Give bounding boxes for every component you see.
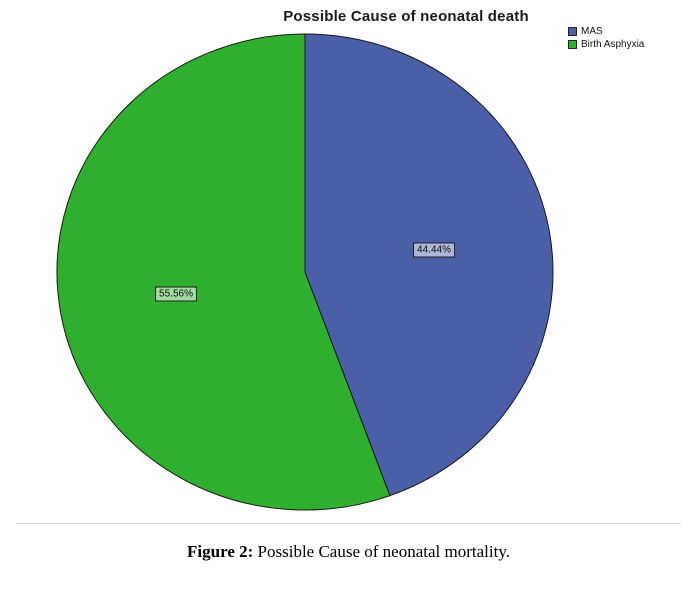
figure-caption: Figure 2: Possible Cause of neonatal mor… [0,542,697,562]
legend-label: MAS [581,26,603,37]
legend-item-mas: MAS [568,26,644,37]
pie-chart [56,33,554,511]
legend: MAS Birth Asphyxia [568,26,644,50]
caption-divider [16,523,681,524]
figure-caption-prefix: Figure 2: [187,542,254,561]
pie-slice-birth-asphyxia [56,33,391,511]
pie-slice-mas [304,33,554,497]
legend-swatch-icon [568,40,577,49]
legend-label: Birth Asphyxia [581,39,645,50]
legend-item-birth-asphyxia: Birth Asphyxia [568,39,644,50]
figure-caption-text: Possible Cause of neonatal mortality. [253,542,510,561]
chart-title: Possible Cause of neonatal death [283,8,529,25]
legend-swatch-icon [568,27,577,36]
